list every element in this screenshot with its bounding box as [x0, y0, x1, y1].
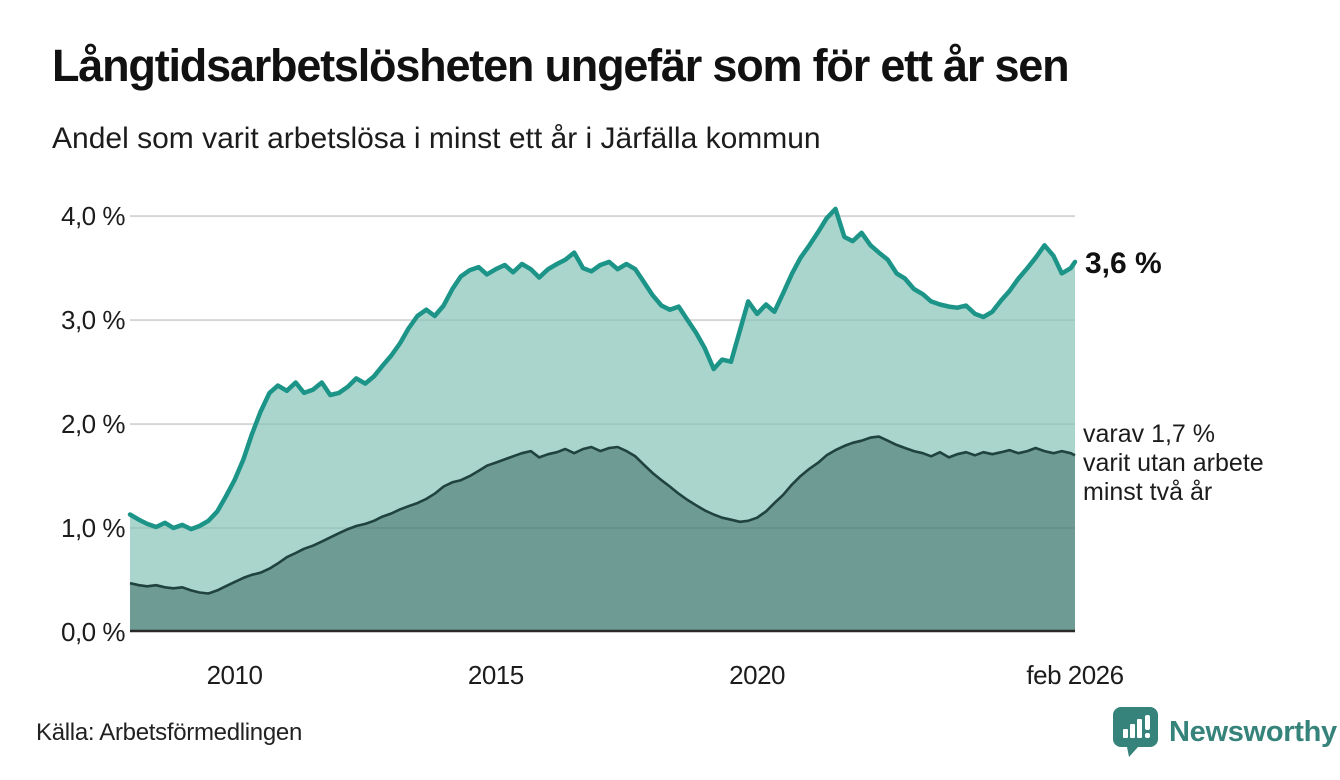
newsworthy-logo: Newsworthy	[1112, 706, 1337, 758]
y-tick-label: 1,0 %	[61, 513, 126, 544]
area-chart-svg	[127, 206, 1078, 633]
x-tick-label: 2020	[729, 660, 786, 690]
y-tick-label: 2,0 %	[61, 409, 126, 440]
newsworthy-wordmark: Newsworthy	[1169, 715, 1337, 748]
chart-subtitle: Andel som varit arbetslösa i minst ett å…	[52, 122, 821, 155]
y-tick-label: 4,0 %	[61, 201, 126, 232]
newsworthy-chart-bubble-icon	[1112, 706, 1159, 758]
annotation-line-2: varit utan arbete	[1083, 449, 1264, 477]
y-tick-label: 0,0 %	[61, 617, 126, 647]
page-title: Långtidsarbetslösheten ungefär som för e…	[52, 40, 1070, 91]
source-attribution: Källa: Arbetsförmedlingen	[36, 719, 302, 746]
x-tick-label: feb 2026	[1026, 660, 1124, 690]
x-tick-label: 2010	[206, 660, 263, 690]
secondary-series-annotation: varav 1,7 % varit utan arbete minst två …	[1083, 420, 1264, 507]
x-tick-label: 2015	[467, 660, 524, 690]
area-chart-plot	[127, 185, 1078, 633]
annotation-line-3: minst två år	[1083, 478, 1213, 506]
annotation-line-1: varav 1,7 %	[1083, 420, 1216, 448]
y-tick-label: 3,0 %	[61, 305, 126, 336]
series-end-value-label: 3,6 %	[1085, 247, 1162, 280]
